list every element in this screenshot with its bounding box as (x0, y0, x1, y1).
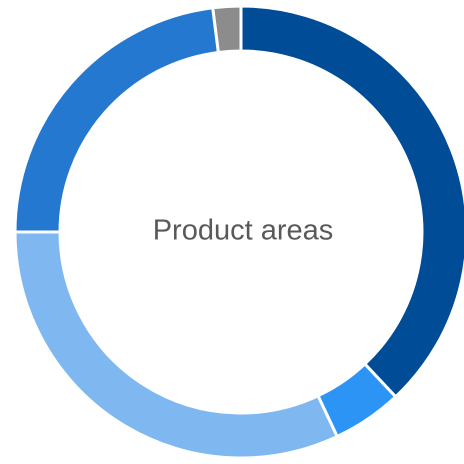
donut-segment (239, 4, 464, 399)
donut-segment (13, 6, 220, 234)
donut-segment (316, 361, 398, 439)
donut-segment (13, 230, 340, 460)
center-label: Product areas (153, 215, 334, 247)
